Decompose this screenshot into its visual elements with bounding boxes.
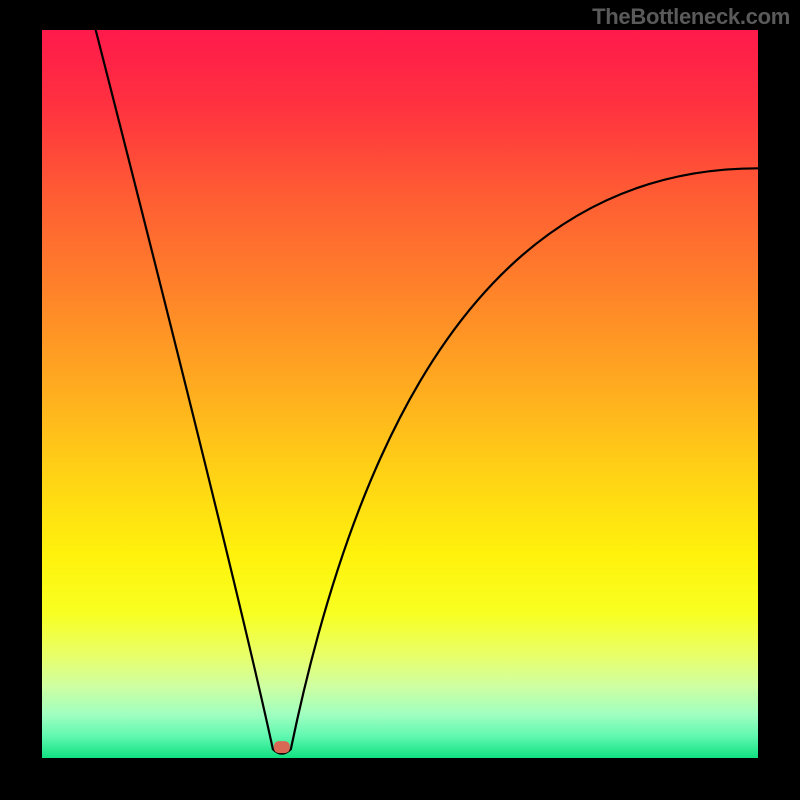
watermark-text: TheBottleneck.com <box>592 4 790 30</box>
plot-area <box>42 30 758 758</box>
chart-container: TheBottleneck.com <box>0 0 800 800</box>
chart-svg <box>0 0 800 800</box>
optimum-marker <box>274 741 290 753</box>
